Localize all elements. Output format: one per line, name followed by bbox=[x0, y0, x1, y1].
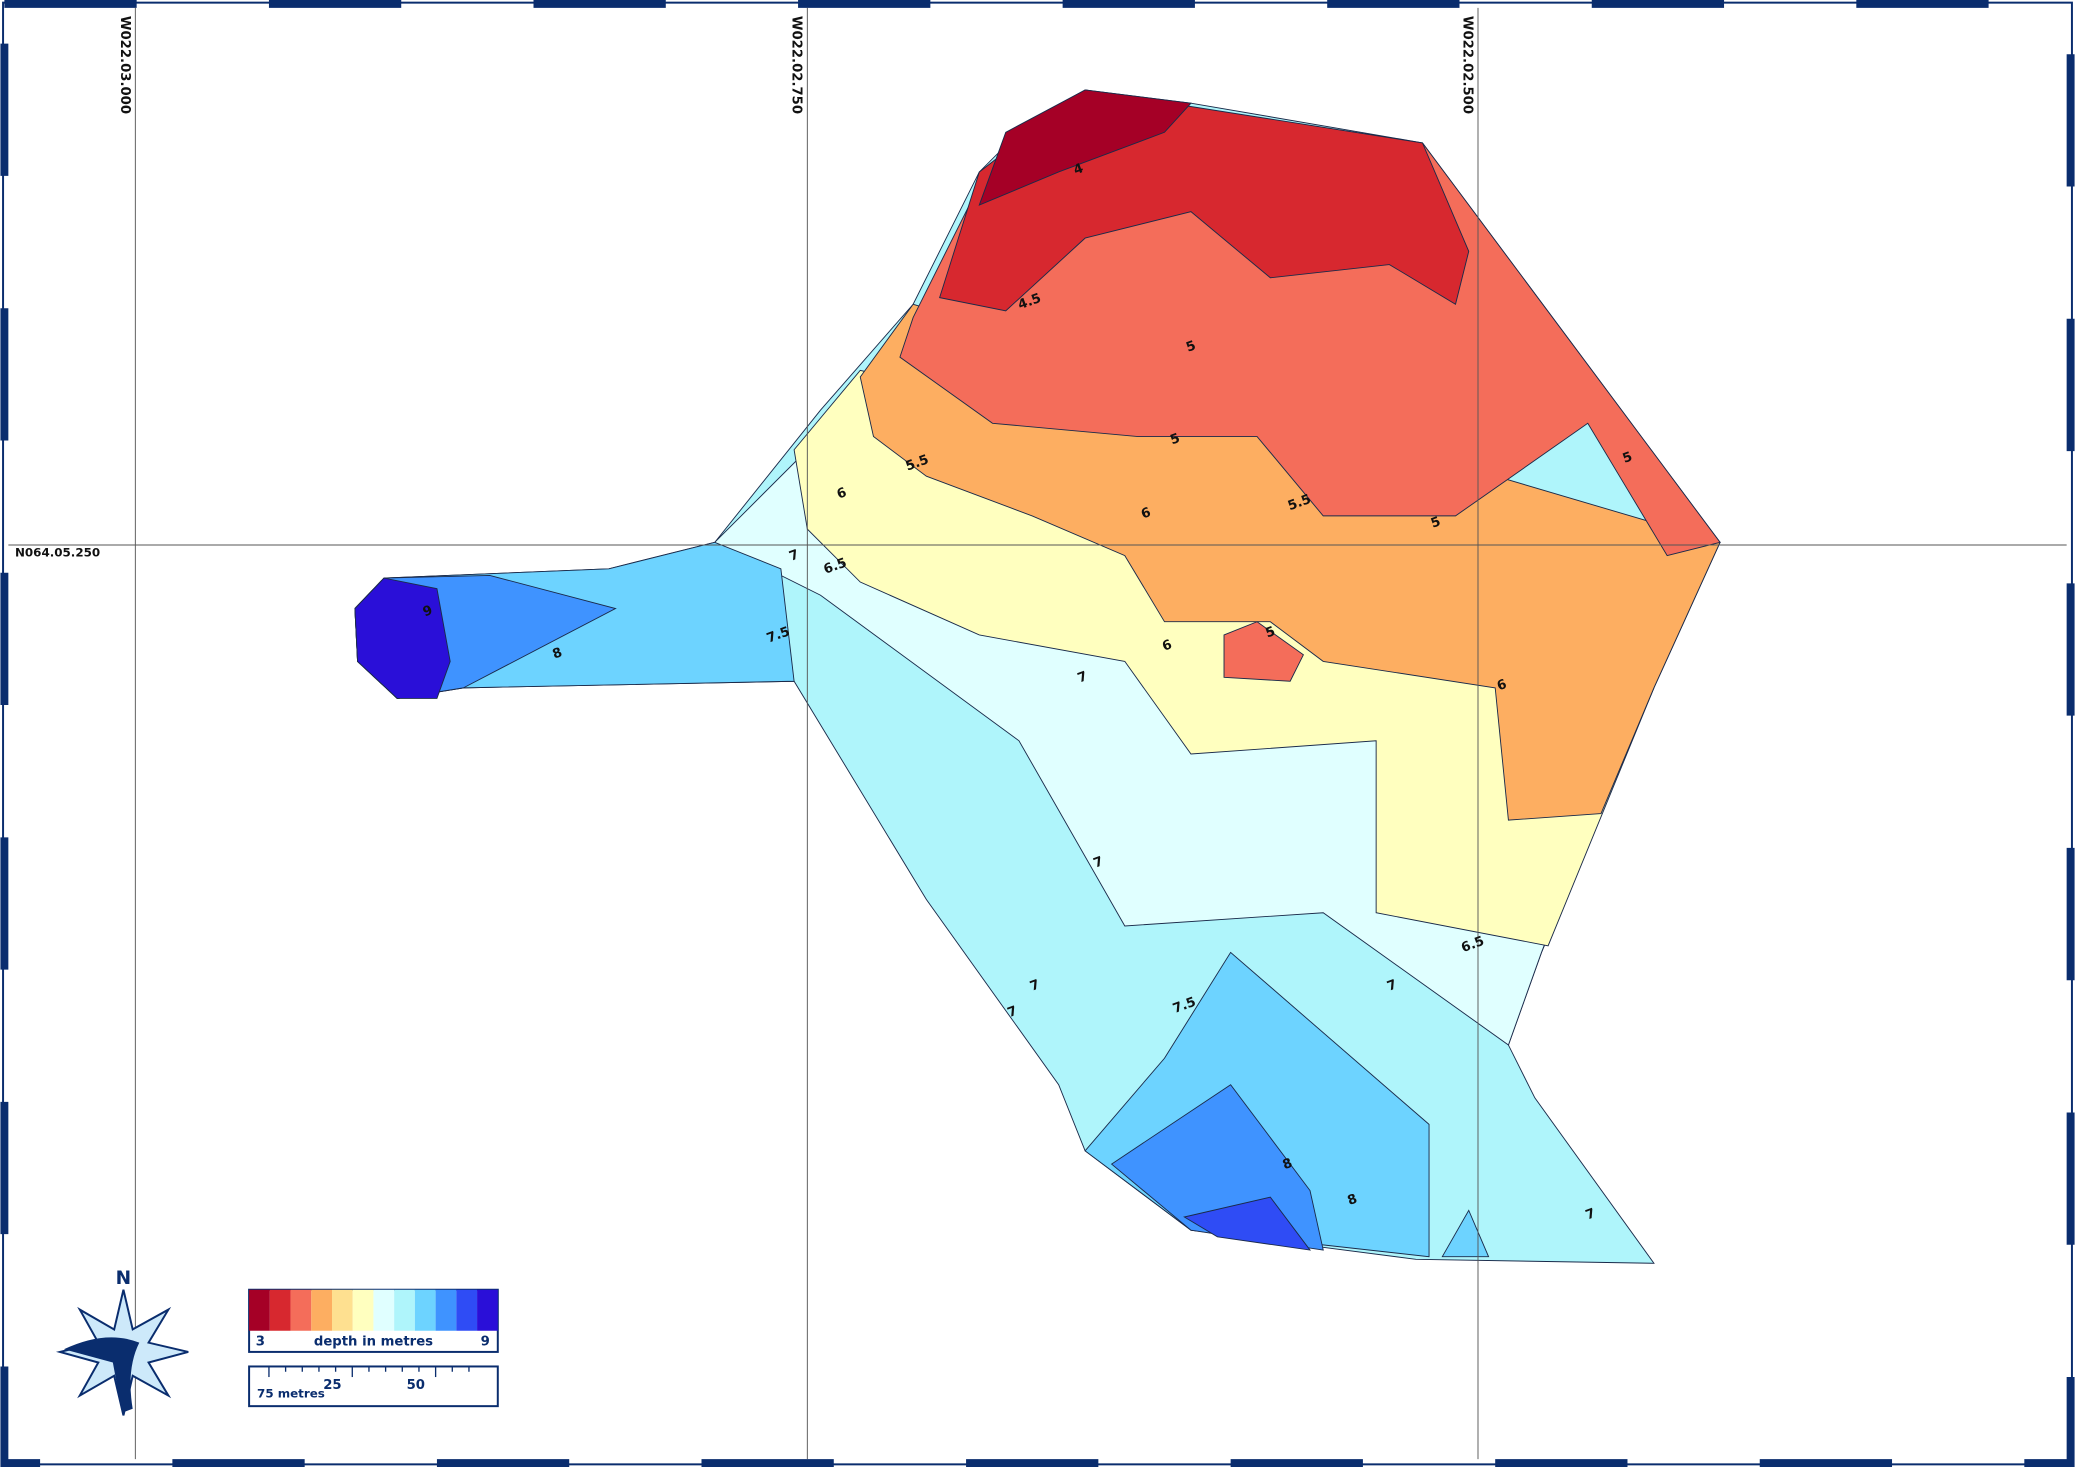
north-label: N bbox=[116, 1268, 131, 1289]
contour-label: 7 bbox=[787, 547, 801, 564]
scale-title: 75 metres bbox=[257, 1387, 325, 1401]
compass-mark bbox=[63, 1337, 140, 1413]
scale-tick-label: 25 bbox=[323, 1378, 341, 1393]
legend-swatch bbox=[456, 1289, 478, 1331]
contour-label: 4 bbox=[1072, 161, 1086, 178]
lat-label: N064.05.250 bbox=[15, 545, 100, 559]
depth-area bbox=[1441, 1209, 1490, 1258]
contour-label: 7 bbox=[1584, 1206, 1598, 1223]
legend-swatch bbox=[290, 1289, 312, 1331]
contour-label: 5.5 bbox=[1286, 492, 1313, 514]
contour-label: 6.5 bbox=[822, 556, 849, 578]
contour-label: 7 bbox=[1006, 1004, 1020, 1021]
scale-box bbox=[248, 1365, 499, 1408]
legend-swatch bbox=[249, 1289, 270, 1331]
contour-label: 9 bbox=[421, 603, 435, 620]
contour-label: 8 bbox=[551, 645, 565, 662]
lon-label: W022.02.750 bbox=[789, 16, 804, 114]
contour-label: 7 bbox=[1028, 977, 1042, 994]
legend: 3 depth in metres 9 bbox=[248, 1288, 499, 1353]
legend-swatch bbox=[269, 1289, 291, 1331]
depth-area bbox=[978, 89, 1192, 206]
legend-max: 9 bbox=[481, 1334, 490, 1349]
legend-swatch bbox=[373, 1289, 395, 1331]
lon-label: W022.03.000 bbox=[117, 16, 132, 114]
contour-label: 6 bbox=[1139, 505, 1153, 522]
legend-swatch bbox=[311, 1289, 332, 1331]
legend-swatch bbox=[477, 1289, 498, 1331]
contour-label: 7 bbox=[1092, 854, 1106, 871]
depth-area bbox=[1183, 1196, 1312, 1251]
scale-bar: 75 metres 25 50 bbox=[248, 1365, 499, 1408]
contour-label: 6.5 bbox=[1459, 934, 1486, 956]
depth-layers bbox=[354, 89, 1721, 1264]
contour-label: 7 bbox=[1076, 669, 1090, 686]
contour-label: 8 bbox=[1346, 1192, 1360, 1209]
legend-swatch bbox=[352, 1289, 374, 1331]
scale-tick-label: 50 bbox=[407, 1378, 425, 1393]
contour-label: 5 bbox=[1429, 514, 1443, 531]
depth-area bbox=[354, 577, 451, 699]
legend-swatch bbox=[435, 1289, 457, 1331]
depth-area bbox=[1223, 621, 1304, 682]
depth-area bbox=[899, 142, 1721, 557]
contour-label: 7.5 bbox=[1171, 995, 1198, 1017]
contour-label: 5 bbox=[1264, 624, 1278, 641]
contour-label: 5 bbox=[1621, 450, 1635, 467]
contour-label: 8 bbox=[1281, 1156, 1295, 1173]
legend-swatch bbox=[414, 1289, 436, 1331]
legend-swatch bbox=[394, 1289, 415, 1331]
legend-swatch bbox=[331, 1289, 353, 1331]
contour-label: 7 bbox=[1385, 977, 1399, 994]
legend-min: 3 bbox=[256, 1334, 265, 1349]
compass: N bbox=[55, 1268, 189, 1416]
contour-label: 4.5 bbox=[1016, 291, 1043, 313]
lon-label: W022.02.500 bbox=[1459, 16, 1474, 114]
contour-label: 5.5 bbox=[904, 452, 931, 474]
contour-label: 7.5 bbox=[765, 624, 792, 646]
contour-label: 6 bbox=[1495, 677, 1509, 694]
graticule bbox=[8, 7, 2067, 1460]
contour-label: 6 bbox=[835, 485, 849, 502]
depth-area bbox=[859, 303, 1721, 821]
legend-title: depth in metres bbox=[314, 1334, 433, 1349]
contour-label: 5 bbox=[1184, 338, 1198, 355]
